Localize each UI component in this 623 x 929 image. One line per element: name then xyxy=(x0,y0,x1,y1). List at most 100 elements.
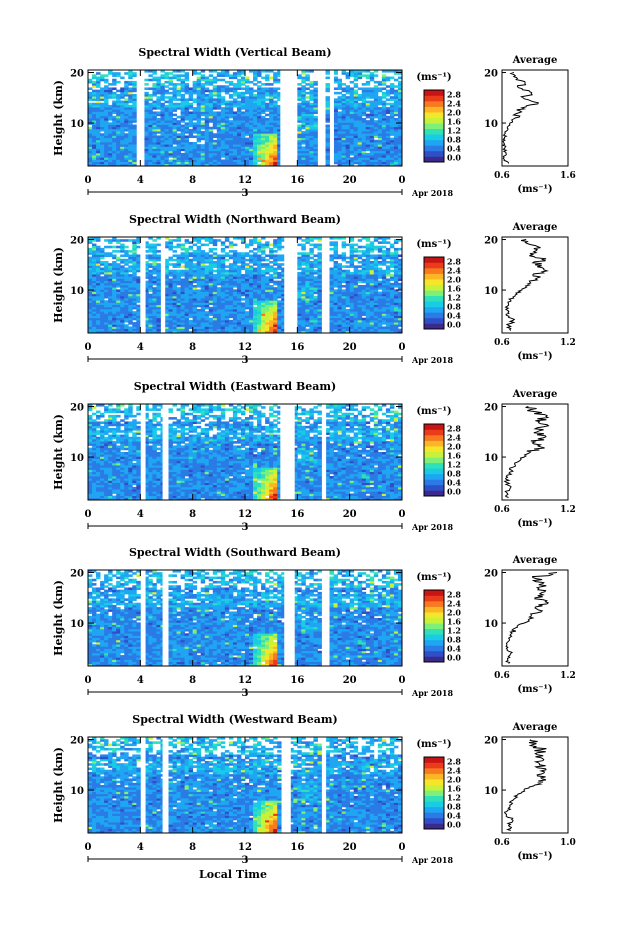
heatmap-cell xyxy=(309,322,314,325)
heatmap-cell xyxy=(168,322,173,325)
heatmap-cell xyxy=(196,120,202,123)
heatmap-cell xyxy=(224,91,230,95)
heatmap-cell xyxy=(152,317,157,321)
heatmap-cell xyxy=(228,137,234,141)
heatmap-cell xyxy=(385,109,391,112)
heatmap-cell xyxy=(277,128,282,132)
heatmap-cell xyxy=(104,146,109,149)
heatmap-cell xyxy=(104,317,109,321)
heatmap-cell xyxy=(345,118,351,121)
heatmap-cell xyxy=(397,111,403,115)
heatmap-cell xyxy=(349,70,355,73)
heatmap-cell xyxy=(361,98,367,101)
heatmap-cell xyxy=(341,295,347,299)
heatmap-cell xyxy=(245,295,250,299)
heatmap-cell xyxy=(220,152,226,156)
heatmap-cell xyxy=(220,78,226,82)
heatmap-cell xyxy=(220,128,226,132)
heatmap-cell xyxy=(224,85,230,88)
heatmap-cell xyxy=(345,155,351,158)
heatmap-cell xyxy=(152,94,157,97)
heatmap-cell xyxy=(164,322,169,325)
heatmap-cell xyxy=(100,113,105,117)
heatmap-cell xyxy=(261,135,266,139)
heatmap-cell xyxy=(200,317,206,321)
heatmap-cell xyxy=(245,128,250,132)
heatmap-cell xyxy=(196,322,202,325)
heatmap-cell xyxy=(249,131,254,134)
heatmap-cell xyxy=(257,243,262,247)
heatmap-cell xyxy=(329,276,334,279)
heatmap-cell xyxy=(349,94,355,97)
heatmap-cell xyxy=(208,120,214,123)
heatmap-cell xyxy=(309,133,314,136)
heatmap-cell xyxy=(361,144,367,147)
heatmap-cell xyxy=(389,163,395,167)
heatmap-cell xyxy=(88,269,93,273)
heatmap-cell xyxy=(164,152,169,156)
heatmap-cell xyxy=(112,269,117,273)
heatmap-cell xyxy=(172,91,177,95)
heatmap-cell xyxy=(301,115,306,119)
heatmap-cell xyxy=(249,239,254,242)
heatmap-cell xyxy=(232,89,238,93)
heatmap-cell xyxy=(156,278,161,282)
heatmap-cell xyxy=(116,324,121,327)
heatmap-cell xyxy=(144,317,149,321)
heatmap-cell xyxy=(381,122,387,125)
heatmap-cell xyxy=(176,142,181,145)
heatmap-cell xyxy=(152,250,157,253)
heatmap-cell xyxy=(273,109,278,112)
heatmap-cell xyxy=(245,111,250,115)
heatmap-cell xyxy=(236,111,242,115)
heatmap-cell xyxy=(357,113,363,117)
heatmap-cell xyxy=(116,271,121,275)
heatmap-cell xyxy=(224,237,230,240)
heatmap-cell xyxy=(236,306,242,310)
heatmap-cell xyxy=(96,113,101,117)
heatmap-cell xyxy=(305,330,310,334)
heatmap-cell xyxy=(96,72,101,75)
heatmap-cell xyxy=(317,237,322,240)
heatmap-cell xyxy=(240,330,246,334)
heatmap-cell xyxy=(333,102,338,106)
heatmap-cell xyxy=(164,265,169,268)
heatmap-cell xyxy=(309,155,314,158)
heatmap-cell xyxy=(397,157,403,160)
heatmap-cell xyxy=(124,289,129,292)
heatmap-cell xyxy=(160,124,165,128)
heatmap-cell xyxy=(192,258,198,262)
heatmap-cell xyxy=(305,315,310,319)
heatmap-cell xyxy=(305,148,310,152)
heatmap-cell xyxy=(212,107,218,110)
heatmap-cell xyxy=(313,161,318,165)
heatmap-cell xyxy=(257,313,262,316)
heatmap-cell xyxy=(96,280,101,284)
heatmap-cell xyxy=(228,124,234,128)
heatmap-cell xyxy=(176,104,181,108)
heatmap-cell xyxy=(104,155,109,158)
heatmap-cell xyxy=(349,254,355,258)
heatmap-cell xyxy=(212,135,218,139)
heatmap-cell xyxy=(377,152,383,156)
heatmap-cell xyxy=(192,239,198,242)
heatmap-cell xyxy=(132,304,137,308)
heatmap-cell xyxy=(253,161,258,165)
heatmap-cell xyxy=(216,269,222,273)
heatmap-cell xyxy=(160,150,165,154)
heatmap-cell xyxy=(132,96,137,99)
heatmap-cell xyxy=(329,319,334,323)
heatmap-cell xyxy=(224,102,230,106)
heatmap-cell xyxy=(341,128,347,132)
heatmap-cell xyxy=(164,104,169,108)
heatmap-cell xyxy=(148,319,153,323)
heatmap-cell xyxy=(240,113,246,117)
heatmap-cell xyxy=(361,87,367,91)
heatmap-cell xyxy=(309,96,314,99)
heatmap-cell xyxy=(148,276,153,279)
heatmap-cell xyxy=(104,239,109,242)
heatmap-cell xyxy=(269,157,274,160)
heatmap-cell xyxy=(124,269,129,273)
heatmap-cell xyxy=(180,330,186,334)
